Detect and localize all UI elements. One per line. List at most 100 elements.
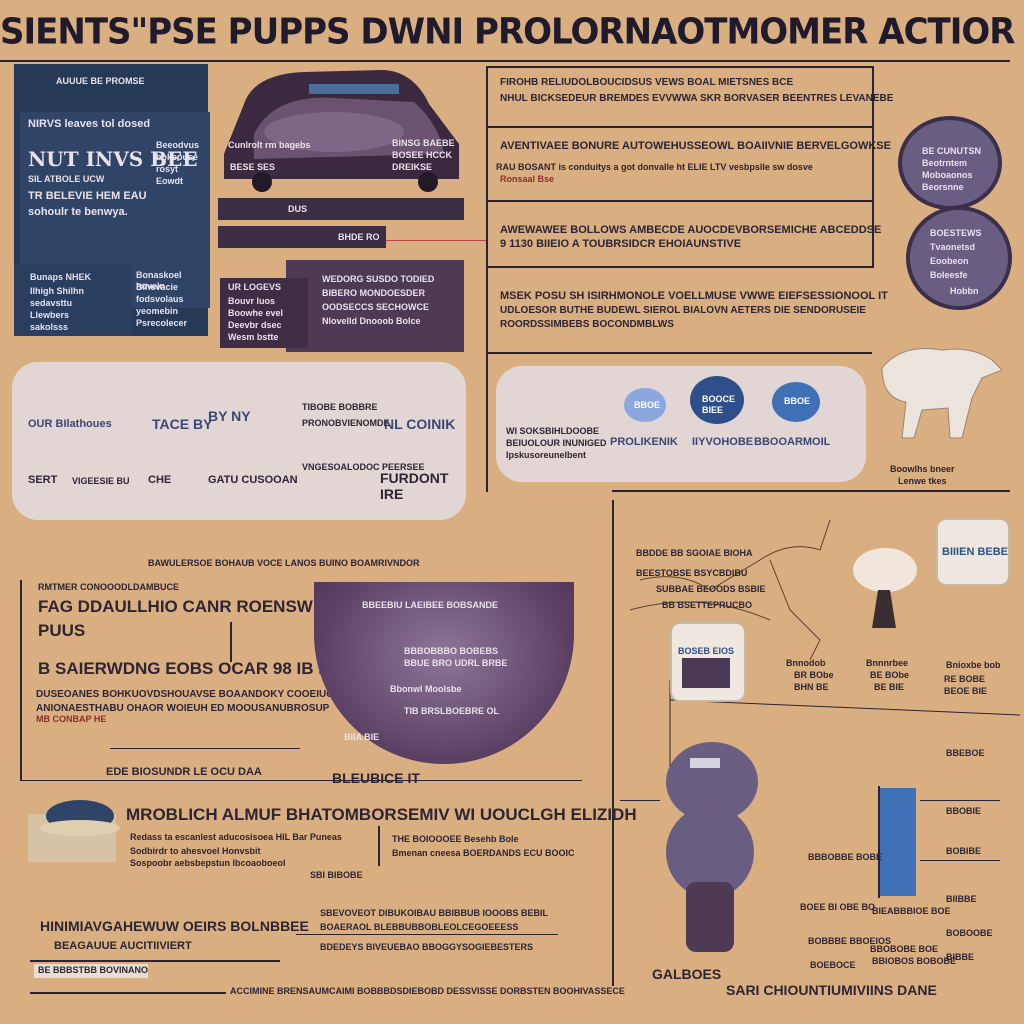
- blue-circle: BBOE: [624, 388, 666, 422]
- glass-text: NL COINIK: [384, 416, 456, 432]
- glass-label: BBOOARMOIL: [754, 436, 831, 448]
- section-body: DUSEOANES BOHKUOVDSHOUAVSE BOAANDOKY COO…: [36, 689, 356, 700]
- disc-text: Hobbn: [950, 286, 979, 296]
- disc-text: Boleesfe: [930, 270, 968, 280]
- glass-label: PROLIKENIK: [610, 436, 678, 448]
- text-box-4: MSEK POSU SH ISIRHMONOLE VOELLMUSE VWWE …: [486, 266, 888, 354]
- bottom-label: BOEBOCE: [810, 960, 856, 970]
- body-text: THE BOIOOOEE Besehb Bole: [392, 834, 519, 844]
- foot-item: Ilhigh Shilhn: [30, 286, 84, 296]
- text-box-3: AWEWAWEE BOLLOWS AMBECDE AUOCDEVBORSEMIC…: [486, 200, 881, 268]
- stat-label: BHN BE: [794, 682, 829, 692]
- tick-line: [110, 748, 300, 749]
- disc-text: Eoobeon: [930, 256, 969, 266]
- bowl-text: BBBOBBBO BOBEBS: [404, 646, 499, 656]
- banner-text: HINIMIAVGAHEWUW OEIRS BOLNBBEE: [40, 918, 309, 934]
- bar-label: BOBOOBE: [946, 928, 993, 938]
- map-label: BB BSETTEPRUCBO: [662, 600, 753, 610]
- foot-right-item: fodsvolaus: [136, 294, 184, 304]
- glass-text: CHE: [148, 474, 172, 486]
- house-label: BOSEB EIOS: [678, 646, 735, 656]
- tick-line: [230, 622, 232, 662]
- heading: MROBLICH ALMUF BHATOMBORSEMIV WI UOUCLGH…: [126, 805, 637, 824]
- car-label: Cunlrolt rm bagebs: [228, 140, 311, 150]
- plum-text: Nlovelld Dnooob Bolce: [322, 316, 421, 326]
- bowl-text: Bbonwl Moolsbe: [390, 684, 462, 694]
- dark-bar: DUS: [218, 198, 464, 220]
- stat-label: BEOE BIE: [944, 686, 988, 696]
- footer-left: GALBOES: [652, 966, 722, 982]
- bar-label: BOBIBE: [946, 846, 982, 856]
- foot-right-item: Blhevacie: [136, 282, 179, 292]
- plum-text: OODSECCS SECHOWCE: [322, 302, 430, 312]
- glass-text: WI SOKSBIHLDOOBE: [506, 426, 600, 436]
- dark-bar-2: BHDE RO: [218, 226, 386, 248]
- foot-item: Llewbers: [30, 310, 70, 320]
- divider-line: [612, 490, 1010, 492]
- animal-note: Boowlhs bneer: [890, 464, 955, 474]
- panel-big-text: NUT INVS BEE: [28, 147, 198, 171]
- plum-line: Bouvr luos: [228, 296, 276, 306]
- stat-label: Bnnodob: [786, 658, 826, 668]
- section-body: ANIONAESTHABU OHAOR WOIEUH ED MOOUSANUBR…: [36, 703, 330, 714]
- left-mid-section: [20, 580, 582, 781]
- stat-label: Bnnnrbee: [866, 658, 909, 668]
- panel-tag: AUUUE BE PROMSE: [56, 76, 145, 86]
- foot-right-item: yeomebin: [136, 306, 179, 316]
- circle-text: BBOE: [784, 396, 811, 406]
- stat-label: BE BObe: [870, 670, 910, 680]
- box-text: ROORDSSIMBEBS BOCONDMBLWS: [500, 319, 674, 330]
- box-text: FIROHB RELIUDOLBOUCIDSUS VEWS BOAL MIETS…: [500, 77, 794, 88]
- panel-foot-left: Bunaps NHEK Ilhigh Shilhn sedavsttu Llew…: [14, 264, 132, 336]
- glass-label: IIYVOHOBE: [692, 436, 754, 448]
- map-label: BBDDE BB SGOIAE BIOHA: [636, 548, 753, 558]
- glass-text: VNGESOALODOC PEERSEE: [302, 462, 425, 472]
- figure-label: BOEE BI OBE BO: [800, 902, 876, 912]
- plum-line: Wesm bstte: [228, 332, 279, 342]
- blue-circle: BBOE: [772, 382, 820, 422]
- body-text: Sospoobr aebsbepstun Ibcoaoboeol: [130, 858, 286, 868]
- glass-panel-left: OUR BIlathoues TACE BY BY NY TIBOBE BOBB…: [12, 362, 466, 520]
- stat-label: Bnioxbe bob: [946, 660, 1001, 670]
- car-label: BOSEE HCCK: [392, 150, 453, 160]
- body-text: Redass ta escanlest aducosisoea HIL Bar …: [130, 832, 342, 842]
- plum-line: Boowhe evel: [228, 308, 284, 318]
- disc-text: BOESTEWS: [930, 228, 982, 238]
- plum-text: BIBERO MONDOESDER: [322, 288, 426, 298]
- bowl-text: TIB BRSLBOEBRE OL: [404, 706, 500, 716]
- box-text: NHUL BICKSEDEUR BREMDES EVVWWA SKR BORVA…: [500, 93, 894, 104]
- plum-text: WEDORG SUSDO TODIED: [322, 274, 435, 284]
- box-text: MSEK POSU SH ISIRHMONOLE VOELLMUSE VWWE …: [500, 290, 888, 302]
- figure-illustration: [666, 742, 758, 952]
- bowl-text: BBUE BRO UDRL BRBE: [404, 658, 508, 668]
- glass-text: BEIUOLOUR INUNIGED: [506, 438, 607, 448]
- animal-illustration: [881, 347, 1003, 439]
- glass-text: GATU CUSOOAN: [208, 474, 298, 486]
- bottom-label: BBIOBOS BOBOBE: [872, 956, 957, 966]
- section-title: PUUS: [38, 621, 86, 640]
- page-title: SIENTS"PSE PUPPS DWNI PROLORNAOTMOMER AC…: [0, 11, 1024, 53]
- leader-line: [920, 800, 1000, 801]
- bar-label: BBEBOE: [946, 748, 985, 758]
- box-text: RAU BOSANT is conduitys a got donvalle h…: [496, 162, 813, 172]
- disc-text: BE CUNUTSN: [922, 146, 982, 156]
- body-text: Sodbirdr to ahesvoel Honvsbit: [130, 846, 261, 856]
- disc-text: Beorsnne: [922, 182, 964, 192]
- panel-line: TR BELEVIE HEM EAU: [28, 190, 147, 202]
- house-icon: [682, 658, 730, 688]
- bar-axis: [878, 786, 880, 898]
- divider-line: [486, 352, 488, 492]
- stat-label: RE BOBE: [944, 674, 986, 684]
- banner-text: BOAERAOL BLEBBUBBOBLEOLCEGOEEESS: [320, 922, 519, 932]
- glass-text: TIBOBE BOBBRE: [302, 402, 378, 412]
- box-text: 9 1130 BIIEIO A TOUBRSIDCR EHOIAUNSTIVE: [500, 238, 742, 250]
- foot-item: sakolsss: [30, 322, 69, 332]
- section-title: FAG DDAULLHIO CANR ROENSWHEAT: [38, 597, 358, 616]
- section-foot-right: BLEUBICE IT: [332, 770, 420, 786]
- map-lines: [629, 519, 1020, 780]
- leader-line: [920, 860, 1000, 861]
- car-label: DREIKSE: [392, 162, 433, 172]
- bar-label: BBOBIE: [946, 806, 982, 816]
- tick-line: [378, 826, 380, 866]
- car-label: BESE SES: [230, 162, 276, 172]
